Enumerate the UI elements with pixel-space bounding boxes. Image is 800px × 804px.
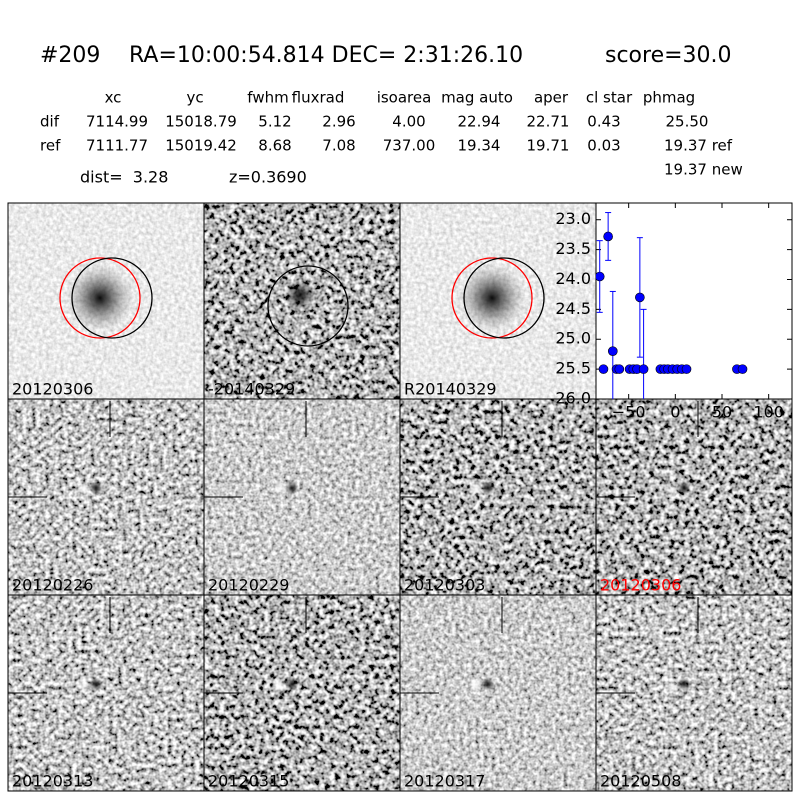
row-label: dif — [40, 113, 60, 131]
panel-label: 20120317 — [404, 772, 485, 791]
cell: 7114.99 — [86, 113, 148, 131]
panel-label: 20120315 — [208, 772, 289, 791]
source-dark — [677, 481, 691, 495]
panel-label: 20120306 — [600, 576, 681, 595]
source-dark — [481, 481, 495, 495]
panel-label: 20120313 — [12, 772, 93, 791]
source-dark — [481, 677, 495, 691]
cell: 19.37 ref — [664, 137, 733, 155]
cell: 15018.79 — [165, 113, 237, 131]
source-dark — [285, 481, 299, 495]
source-white — [272, 481, 288, 497]
point — [614, 364, 625, 374]
galaxy — [66, 264, 134, 332]
x-tick-label: 100 — [753, 403, 784, 422]
source-dark — [677, 677, 691, 691]
y-tick-label: 25.0 — [555, 329, 591, 348]
source-dark — [89, 677, 103, 691]
cell: 7.08 — [322, 137, 355, 155]
column-header: isoarea — [377, 89, 432, 107]
cell: 19.34 — [458, 137, 501, 155]
source-dark — [285, 677, 299, 691]
residual — [284, 279, 316, 311]
cell: 8.68 — [258, 137, 291, 155]
x-tick-label: 0 — [670, 403, 680, 422]
panel-label: 20120303 — [404, 576, 485, 595]
cell: 25.50 — [666, 113, 709, 131]
det-circle — [267, 265, 349, 347]
source-white — [664, 481, 680, 497]
cell: 0.43 — [587, 113, 620, 131]
ref-circle — [59, 257, 141, 339]
source-white — [272, 677, 288, 693]
y-tick-label: 26.0 — [555, 389, 591, 408]
x-tick-label: −50 — [612, 403, 646, 422]
point — [737, 364, 748, 374]
point — [596, 271, 605, 282]
galaxy — [458, 264, 526, 332]
panel-label: -20140329 — [208, 380, 295, 399]
cell: 2.96 — [322, 113, 355, 131]
source-white — [76, 677, 92, 693]
cell: 15019.42 — [165, 137, 237, 155]
cell: 22.94 — [458, 113, 501, 131]
column-header: fluxrad — [292, 89, 345, 107]
cell: 4.00 — [392, 113, 425, 131]
column-header: cl star — [586, 89, 633, 107]
panel-label: 20120229 — [208, 576, 289, 595]
column-header: phmag — [643, 89, 695, 107]
redshift: z=0.3690 — [229, 168, 307, 187]
source-dark — [89, 481, 103, 495]
panel-label: 20120306 — [12, 380, 93, 399]
det-circle — [71, 257, 153, 339]
x-tick-label: 50 — [712, 403, 732, 422]
coordinates: RA=10:00:54.814 DEC= 2:31:26.10 — [129, 43, 523, 68]
column-header: xc — [105, 89, 122, 107]
table: xc yc fwhm fluxrad isoarea mag auto aper cl sta… — [40, 89, 743, 179]
cell: 0.03 — [587, 137, 620, 155]
candidate-id: #209 — [40, 43, 100, 68]
light-curve: 23.0 23.5 24.0 24.5 25.0 25.5 26.0 −50 0 50 100 — [555, 202, 793, 422]
source-white — [76, 481, 92, 497]
source-white — [468, 677, 484, 693]
panel-border — [595, 594, 793, 792]
point — [635, 292, 645, 303]
distance: dist= 3.28 — [80, 168, 168, 187]
y-tick-label: 24.5 — [555, 299, 591, 318]
panel-label: 20120226 — [12, 576, 93, 595]
cell: 7111.77 — [86, 137, 148, 155]
source-white — [468, 481, 484, 497]
column-header: yc — [186, 89, 203, 107]
point — [607, 346, 618, 356]
cell: 5.12 — [258, 113, 291, 131]
column-header: mag auto — [441, 89, 513, 107]
det-circle — [463, 257, 545, 339]
cell: 22.71 — [527, 113, 570, 131]
point — [681, 364, 692, 374]
column-header: fwhm — [247, 89, 288, 107]
score: score=30.0 — [605, 43, 732, 68]
point — [603, 231, 613, 242]
source-white — [664, 677, 680, 693]
column-header: aper — [534, 89, 569, 107]
y-tick-label: 24.0 — [555, 269, 591, 288]
y-tick-label: 25.5 — [555, 359, 591, 378]
image-grid: 20120306 -20140329 R20140329 20120226 201202… — [7, 202, 793, 792]
cell: 19.71 — [527, 137, 570, 155]
point — [638, 364, 649, 374]
cell: 737.00 — [383, 137, 436, 155]
plot-marks — [596, 212, 748, 399]
header: #209 RA=10:00:54.814 DEC= 2:31:26.10 sco… — [40, 43, 732, 68]
y-tick-label: 23.5 — [555, 239, 591, 258]
point — [598, 364, 609, 374]
ref-circle — [451, 257, 533, 339]
cell: 19.37 new — [664, 161, 743, 179]
y-tick-label: 23.0 — [555, 209, 591, 228]
panel-label: R20140329 — [404, 380, 497, 399]
panel-label: 20120508 — [600, 772, 681, 791]
row-label: ref — [40, 137, 61, 155]
